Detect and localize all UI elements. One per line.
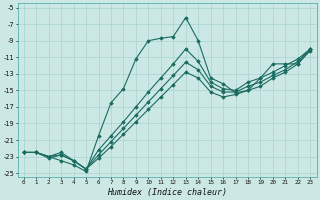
X-axis label: Humidex (Indice chaleur): Humidex (Indice chaleur) — [107, 188, 227, 197]
